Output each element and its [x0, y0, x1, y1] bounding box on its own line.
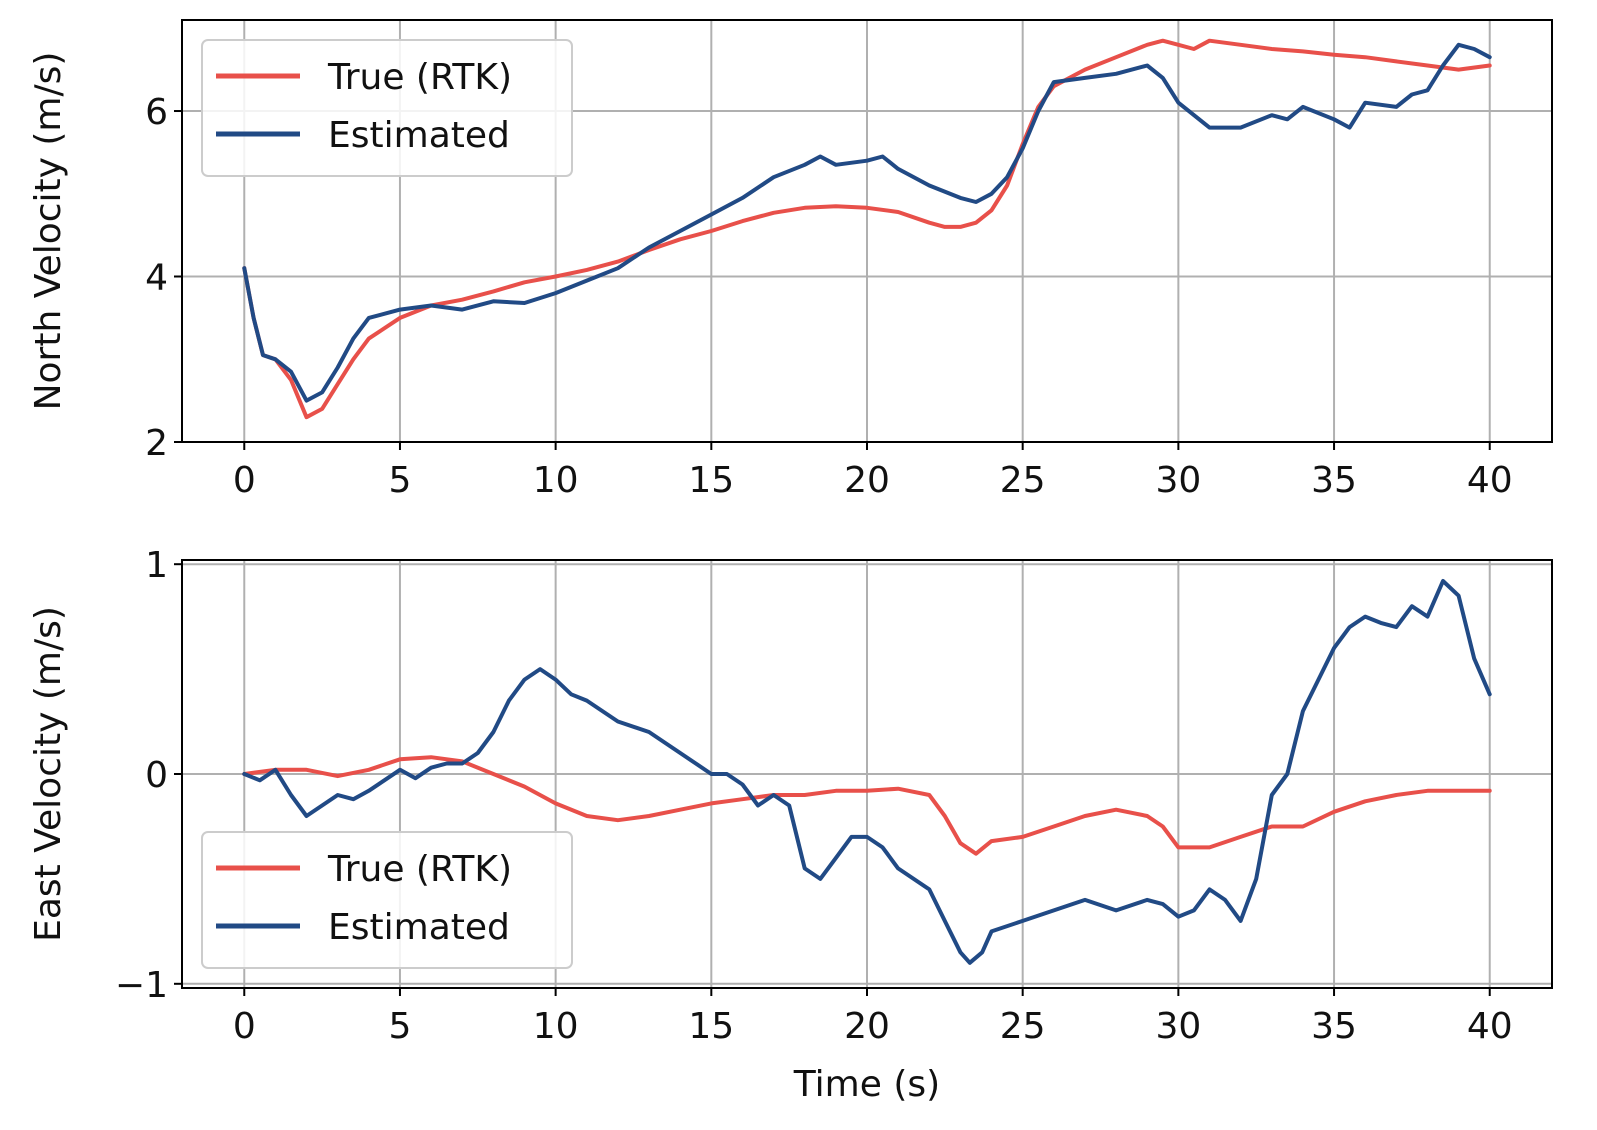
x-tick-label: 25 [1000, 460, 1046, 501]
y-tick-label: −1 [115, 965, 168, 1006]
x-tick-label: 35 [1311, 1006, 1357, 1047]
x-tick-label: 35 [1311, 460, 1357, 501]
legend-label-true-rtk: True (RTK) [327, 57, 512, 98]
north-velocity-panel: 0 5 10 15 20 25 30 35 40 2 4 6 North Velocity (m/s) T… [28, 19, 1553, 501]
x-tick-label: 30 [1155, 1006, 1201, 1047]
y-tick-label: 2 [145, 423, 168, 464]
legend: True (RTK) Estimated [201, 39, 573, 177]
x-tick-label: 0 [233, 1006, 256, 1047]
x-tick-label: 15 [688, 1006, 734, 1047]
y-tick-label: 6 [145, 92, 168, 133]
x-tick-label: 10 [533, 1006, 579, 1047]
legend-label-estimated: Estimated [328, 115, 510, 156]
x-tick-label: 15 [688, 460, 734, 501]
x-tick-label: 30 [1155, 460, 1201, 501]
y-axis-label: North Velocity (m/s) [28, 52, 69, 411]
y-tick-label: 4 [145, 258, 168, 299]
x-axis-label: Time (s) [793, 1064, 940, 1105]
x-tick-label: 5 [389, 1006, 412, 1047]
x-tick-label: 0 [233, 460, 256, 501]
x-tick-label: 25 [1000, 1006, 1046, 1047]
y-tick-label: 0 [145, 755, 168, 796]
legend: True (RTK) Estimated [201, 831, 573, 969]
y-axis-label: East Velocity (m/s) [28, 606, 69, 942]
series-line-true-rtk [242, 38, 1492, 420]
y-tick-label: 1 [145, 545, 168, 586]
x-tick-label: 20 [844, 1006, 890, 1047]
legend-label-estimated: Estimated [328, 907, 510, 948]
series-line-estimated [242, 579, 1492, 965]
x-tick-label: 20 [844, 460, 890, 501]
east-velocity-panel: 0 5 10 15 20 25 30 35 40 −1 0 1 East Velocity (m/s) T… [28, 545, 1553, 1105]
x-tick-label: 5 [389, 460, 412, 501]
x-tick-label: 40 [1467, 460, 1513, 501]
x-tick-label: 40 [1467, 1006, 1513, 1047]
legend-label-true-rtk: True (RTK) [327, 849, 512, 890]
x-tick-label: 10 [533, 460, 579, 501]
series-line-estimated [242, 42, 1492, 403]
